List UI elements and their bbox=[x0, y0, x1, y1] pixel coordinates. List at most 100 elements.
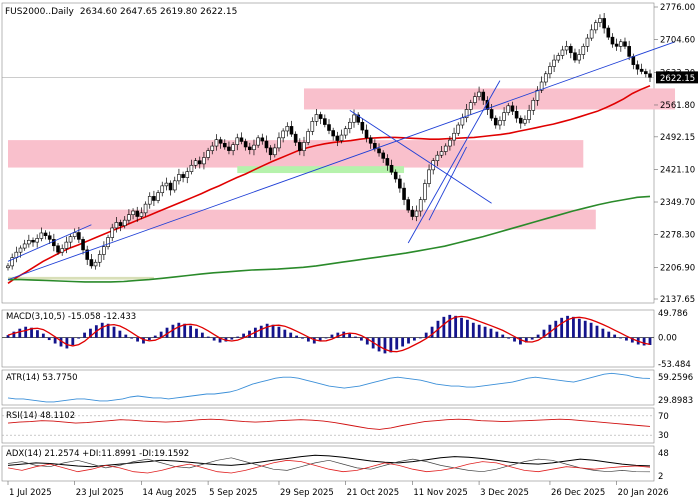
macd-bar-80 bbox=[477, 324, 481, 338]
macd-bar-64 bbox=[383, 337, 387, 354]
macd-bar-79 bbox=[471, 322, 475, 338]
macd-bar-88 bbox=[524, 337, 528, 343]
macd-bar-24 bbox=[147, 337, 151, 341]
macd-bar-46 bbox=[277, 326, 281, 338]
candle-body-24 bbox=[106, 237, 110, 247]
candle-body-106 bbox=[448, 139, 452, 147]
trendline-2 bbox=[349, 110, 492, 204]
candle-body-63 bbox=[268, 147, 273, 156]
candle-body-64 bbox=[273, 147, 277, 156]
trendline-0 bbox=[7, 41, 676, 281]
macd-bar-33 bbox=[200, 332, 204, 338]
macd-bar-82 bbox=[489, 328, 493, 338]
price-tick-label-0: 2776.00 bbox=[660, 3, 695, 13]
candle-body-68 bbox=[289, 126, 294, 135]
macd-tick-2: -53.484 bbox=[658, 360, 691, 370]
macd-bar-18 bbox=[112, 326, 116, 338]
atr-tick-1: 29.8983 bbox=[658, 396, 693, 406]
candle-body-60 bbox=[256, 137, 260, 146]
candle-body-117 bbox=[493, 117, 498, 126]
candle-body-94 bbox=[398, 178, 402, 189]
candle-body-23 bbox=[102, 246, 106, 255]
candle-body-77 bbox=[327, 124, 331, 131]
candle-body-111 bbox=[468, 102, 473, 110]
macd-bar-14 bbox=[89, 328, 92, 338]
atr-label: ATR(14) 53.7750 bbox=[6, 373, 78, 383]
rsi-frame bbox=[1, 407, 655, 444]
candle-body-33 bbox=[143, 203, 148, 214]
macd-bar-72 bbox=[430, 326, 434, 338]
candle-body-141 bbox=[594, 22, 598, 31]
candle-body-90 bbox=[381, 152, 385, 159]
candle-body-16 bbox=[72, 232, 77, 237]
rsi-label: RSI(14) 48.1102 bbox=[6, 411, 75, 421]
candle-body-153 bbox=[644, 71, 648, 75]
candle-body-93 bbox=[393, 171, 398, 180]
macd-bar-99 bbox=[589, 322, 593, 338]
macd-pane: MACD(3,10,5) -15.058 -12.433 49.786 0.00 -5… bbox=[1, 309, 691, 370]
candle-body-52 bbox=[222, 143, 227, 148]
macd-tick-1: 0.00 bbox=[658, 334, 677, 344]
candle-body-11 bbox=[52, 239, 56, 247]
macd-bar-16 bbox=[100, 322, 104, 338]
candle-body-74 bbox=[314, 114, 319, 122]
macd-bar-85 bbox=[507, 337, 511, 339]
macd-bar-36 bbox=[218, 337, 222, 343]
candle-body-37 bbox=[160, 185, 165, 194]
candle-body-133 bbox=[560, 49, 565, 56]
macd-bar-59 bbox=[354, 336, 357, 338]
candle-body-50 bbox=[214, 139, 219, 147]
macd-bar-84 bbox=[501, 334, 505, 338]
candle-body-8 bbox=[39, 232, 44, 239]
candle-body-92 bbox=[389, 164, 394, 173]
candle-body-143 bbox=[602, 18, 606, 29]
candle-body-145 bbox=[610, 36, 615, 45]
macd-bar-65 bbox=[389, 337, 393, 353]
macd-bar-32 bbox=[195, 328, 198, 338]
macd-bar-108 bbox=[642, 337, 646, 346]
candle-body-25 bbox=[110, 227, 115, 238]
price-tick-label-3: 2561.80 bbox=[660, 101, 695, 111]
candle-body-132 bbox=[556, 55, 561, 61]
macd-bar-89 bbox=[530, 337, 534, 340]
macd-bar-49 bbox=[295, 335, 299, 338]
macd-bar-61 bbox=[365, 337, 369, 345]
macd-bar-97 bbox=[577, 318, 581, 338]
macd-bar-76 bbox=[454, 315, 458, 338]
rsi-tick-1: 30 bbox=[658, 431, 669, 441]
candle-body-40 bbox=[172, 180, 177, 191]
macd-bar-10 bbox=[65, 337, 69, 349]
candle-body-5 bbox=[27, 239, 31, 245]
candle-body-21 bbox=[93, 261, 98, 267]
macd-bar-1 bbox=[12, 331, 16, 338]
candle-body-69 bbox=[293, 133, 298, 143]
candle-body-81 bbox=[343, 128, 348, 136]
candle-body-125 bbox=[527, 110, 531, 120]
macd-bar-81 bbox=[483, 326, 487, 338]
macd-label: MACD(3,10,5) -15.058 -12.433 bbox=[6, 312, 136, 322]
adx-label: ADX(14) 21.2574 +DI:11.8991 -DI:19.1592 bbox=[6, 449, 189, 459]
macd-signal-line bbox=[7, 315, 651, 353]
time-label-4: 29 Sep 2025 bbox=[280, 488, 334, 498]
candle-body-1 bbox=[10, 257, 14, 267]
candle-body-95 bbox=[402, 187, 406, 200]
macd-bar-90 bbox=[536, 334, 540, 338]
macd-bar-37 bbox=[224, 337, 228, 342]
macd-bar-109 bbox=[648, 337, 652, 345]
candle-body-53 bbox=[227, 146, 231, 151]
chart-title: FUS2000..Daily 2634.60 2647.65 2619.80 26… bbox=[5, 7, 237, 17]
candle-body-103 bbox=[435, 154, 440, 161]
candle-body-134 bbox=[564, 46, 569, 51]
candle-body-116 bbox=[489, 109, 494, 119]
candle-body-20 bbox=[89, 259, 94, 267]
candle-body-34 bbox=[147, 196, 152, 205]
candle-body-98 bbox=[414, 210, 419, 217]
candle-body-4 bbox=[22, 243, 27, 249]
price-tick-label-6: 2349.70 bbox=[660, 198, 695, 208]
time-label-6: 11 Nov 2025 bbox=[413, 488, 467, 498]
candle-body-26 bbox=[114, 222, 119, 229]
price-frame bbox=[1, 2, 655, 304]
candle-body-59 bbox=[252, 144, 256, 151]
price-tick-label-8: 2206.90 bbox=[660, 263, 695, 273]
